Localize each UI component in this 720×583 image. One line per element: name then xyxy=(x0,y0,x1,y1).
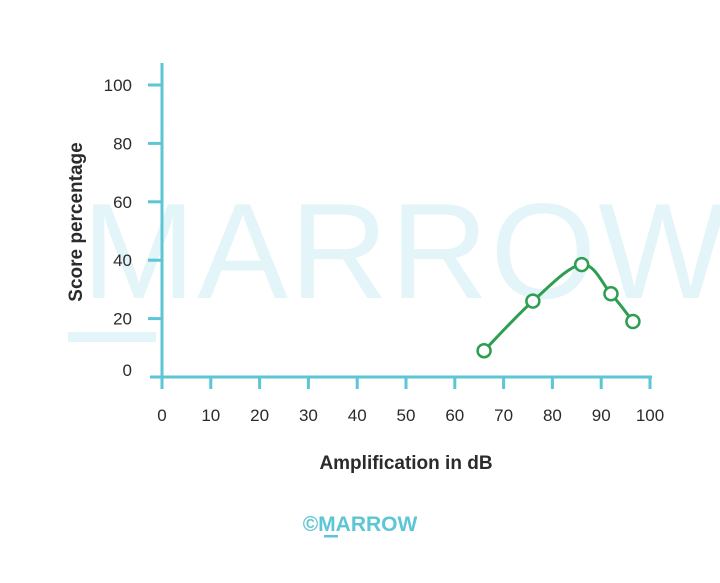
x-tick-label: 90 xyxy=(592,406,611,425)
data-point xyxy=(625,313,641,330)
x-tick-label: 20 xyxy=(250,406,269,425)
watermark-underline xyxy=(68,332,156,342)
brand-text: ©MARROW xyxy=(303,513,418,536)
x-tick-label: 100 xyxy=(636,406,664,425)
x-axis: 0 10 20 30 40 50 60 70 80 90 100 xyxy=(150,375,664,425)
x-tick-label: 70 xyxy=(494,406,513,425)
x-tick-label: 50 xyxy=(397,406,416,425)
y-tick-label: 80 xyxy=(113,134,132,153)
data-point xyxy=(525,293,541,309)
watermark: MARROW xyxy=(68,175,720,342)
y-tick-label: 100 xyxy=(104,76,132,95)
y-tick-label: 40 xyxy=(113,251,132,270)
brand-logo: ©MARROW xyxy=(303,513,418,538)
data-point xyxy=(476,342,492,359)
x-tick-label: 0 xyxy=(157,406,166,425)
x-tick-label: 80 xyxy=(543,406,562,425)
data-point xyxy=(603,286,619,302)
y-axis-title: Score percentage xyxy=(66,142,87,301)
y-tick-label: 60 xyxy=(113,193,132,212)
x-tick-label: 10 xyxy=(201,406,220,425)
x-tick-label: 40 xyxy=(348,406,367,425)
series-layer xyxy=(476,256,641,359)
y-tick-label: 20 xyxy=(113,310,132,329)
y-tick-label: 0 xyxy=(123,361,132,380)
x-axis-title: Amplification in dB xyxy=(319,453,492,474)
data-point xyxy=(573,256,590,273)
x-tick-label: 30 xyxy=(299,406,318,425)
watermark-text: MARROW xyxy=(82,175,720,327)
brand-underline xyxy=(324,535,338,538)
x-tick-label: 60 xyxy=(445,406,464,425)
y-axis: 0 20 40 60 80 100 xyxy=(104,63,164,380)
